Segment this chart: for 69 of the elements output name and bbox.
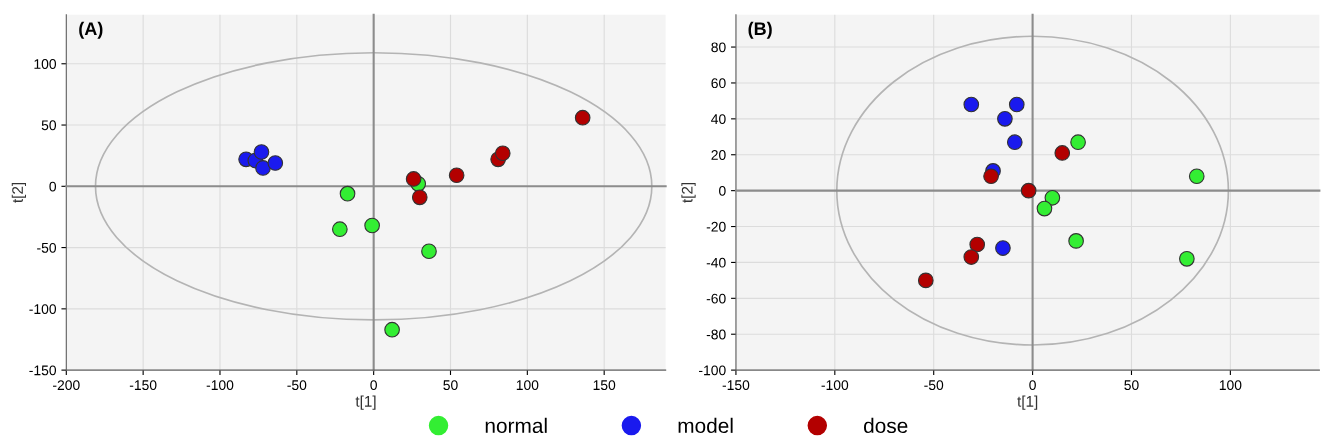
y-tick-label: -20	[706, 221, 726, 232]
point	[405, 171, 422, 187]
point	[1054, 145, 1071, 161]
y-tick-label: 40	[711, 114, 726, 125]
y-axis-title: t[2]	[681, 182, 696, 203]
x-tick-label: 150	[593, 380, 616, 391]
y-tick-label: 0	[719, 185, 726, 196]
x-tick-label: -100	[821, 380, 849, 391]
point	[997, 111, 1013, 127]
y-tick-label: 100	[34, 59, 57, 69]
chart-title: (B)	[748, 21, 772, 39]
x-axis-title: t[1]	[355, 395, 376, 410]
point	[1044, 189, 1061, 206]
x-tick-label: 50	[1124, 380, 1139, 391]
point	[963, 96, 980, 113]
point	[253, 144, 270, 160]
x-tick-label: 100	[516, 380, 539, 391]
x-tick-label: -50	[924, 380, 944, 391]
point	[1008, 96, 1025, 113]
y-tick-label: -60	[706, 293, 726, 304]
point	[255, 160, 271, 176]
y-tick-label: -50	[37, 242, 57, 253]
point	[421, 243, 437, 260]
y-axis-title: t[2]	[11, 182, 26, 203]
point	[494, 145, 511, 162]
point	[1188, 168, 1205, 185]
point	[969, 236, 986, 253]
y-tick-label: -40	[706, 257, 726, 268]
y-tick-label: 80	[711, 42, 726, 53]
point	[917, 272, 934, 289]
point	[574, 109, 591, 126]
point	[384, 321, 400, 338]
x-tick-label: 0	[1029, 380, 1036, 391]
x-tick-label: -150	[129, 380, 157, 391]
y-tick-label: -80	[706, 329, 726, 340]
x-tick-label: -50	[287, 380, 307, 391]
point	[983, 168, 999, 185]
point	[1068, 233, 1084, 249]
point	[364, 217, 380, 234]
x-tick-label: 50	[443, 380, 458, 391]
point	[332, 221, 348, 238]
point	[1006, 134, 1023, 151]
y-tick-label: -100	[29, 304, 57, 315]
y-tick-label: -100	[699, 365, 726, 376]
point	[267, 155, 284, 171]
point	[1179, 251, 1195, 267]
point	[448, 167, 465, 184]
legend-label: dose	[864, 417, 908, 434]
x-tick-label: 0	[370, 380, 377, 391]
point	[995, 240, 1011, 256]
y-tick-label: 0	[49, 181, 57, 192]
point	[963, 249, 980, 265]
x-tick-label: -100	[206, 380, 234, 391]
point	[1020, 182, 1037, 199]
point	[1036, 200, 1053, 217]
y-tick-label: -150	[29, 365, 57, 376]
x-tick-label: 100	[1219, 380, 1242, 391]
chart-title: (A)	[79, 21, 103, 39]
y-tick-label: 50	[41, 120, 57, 131]
x-tick-label: -150	[722, 380, 750, 391]
point	[411, 189, 428, 206]
x-axis-title: t[1]	[1017, 395, 1038, 410]
x-tick-label: -200	[53, 380, 80, 391]
y-tick-label: 20	[711, 150, 726, 160]
legend-label: normal	[485, 417, 547, 434]
legend-label: model	[678, 417, 733, 434]
point	[339, 185, 356, 202]
point	[1070, 134, 1086, 151]
y-tick-label: 60	[711, 78, 726, 89]
